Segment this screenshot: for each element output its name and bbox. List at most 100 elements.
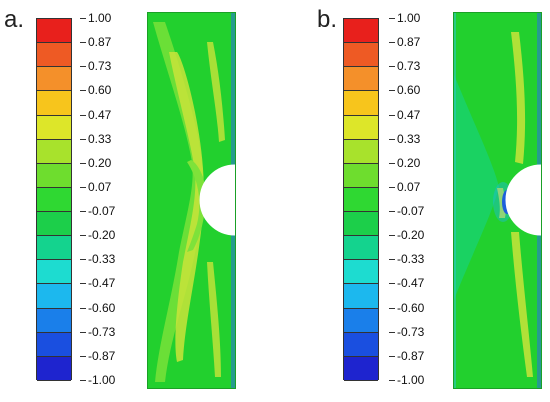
legend-tick-label: 0.07: [88, 179, 112, 194]
legend-tick: [80, 331, 86, 333]
legend-tick-label: -0.73: [397, 324, 425, 339]
legend-swatch: [37, 139, 71, 164]
legend-swatch: [37, 43, 71, 68]
field-border-b: [453, 12, 542, 389]
legend-tick-label: 0.33: [397, 131, 421, 146]
panel-label-a: a.: [4, 6, 25, 33]
legend-tick-label: 0.20: [397, 155, 421, 170]
legend-swatch: [344, 19, 378, 44]
legend-swatch: [37, 91, 71, 116]
legend-tick: [389, 90, 395, 92]
legend-tick-label: -0.87: [88, 348, 116, 363]
color-legend-b: [343, 18, 379, 381]
legend-swatch: [37, 212, 71, 237]
legend-tick-label: -0.60: [88, 300, 116, 315]
legend-swatch: [344, 356, 378, 381]
legend-labels-b: 1.00 0.87 0.73 0.60 0.47 0.33 0.20 0.07 -0.07 -0.…: [389, 11, 437, 387]
legend-tick-label: -0.07: [397, 204, 425, 219]
stripe-lower-right-a: [207, 262, 221, 377]
legend-tick: [389, 235, 395, 237]
legend-swatch: [37, 115, 71, 140]
shear-zone-b: [453, 72, 499, 302]
legend-swatch: [344, 187, 378, 213]
legend-swatch: [37, 67, 71, 92]
stripe-yellow-a: [169, 52, 204, 362]
legend-tick-label: 1.00: [88, 11, 112, 25]
legend-swatch: [344, 43, 378, 68]
hole-outline-b: [505, 164, 542, 236]
legend-swatch: [344, 308, 378, 333]
legend-swatch: [344, 67, 378, 92]
legend-labels-a: 1.00 0.87 0.73 0.60 0.47 0.33 0.20 0.07 -0.07 -0.…: [80, 11, 128, 387]
legend-tick-label: 0.07: [397, 179, 421, 194]
legend-swatch: [344, 284, 378, 309]
legend-tick-label: 0.87: [397, 35, 421, 50]
legend-tick: [80, 283, 86, 285]
legend-tick: [389, 114, 395, 116]
legend-tick: [80, 42, 86, 44]
legend-tick: [389, 355, 395, 357]
field-border-a: [147, 12, 236, 389]
legend-tick-label: 0.60: [397, 83, 421, 98]
legend-tick-label: -1.00: [88, 373, 116, 387]
legend-tick-label: -0.73: [88, 324, 116, 339]
legend-swatch: [37, 163, 71, 188]
legend-tick: [80, 307, 86, 309]
legend-swatch: [37, 356, 71, 381]
legend-swatch: [344, 91, 378, 116]
stripe-upper-right-a: [207, 42, 225, 142]
legend-tick: [389, 162, 395, 164]
legend-swatch: [344, 212, 378, 237]
legend-tick: [80, 259, 86, 261]
legend-tick: [80, 235, 86, 237]
legend-tick: [389, 138, 395, 140]
stripe-upper-b: [511, 32, 526, 164]
legend-tick: [80, 211, 86, 213]
legend-swatch: [344, 115, 378, 140]
legend-tick-label: 0.73: [88, 59, 112, 74]
legend-swatch: [344, 139, 378, 164]
legend-tick: [80, 380, 86, 381]
panel-b: b. 1.00 0.87 0.73 0.60 0.47 0.33 0.20 0.07 -0.07…: [275, 0, 550, 402]
legend-swatch: [37, 260, 71, 285]
legend-tick: [80, 18, 86, 19]
legend-tick: [389, 186, 395, 188]
legend-tick-label: -0.60: [397, 300, 425, 315]
legend-tick-label: -0.07: [88, 204, 116, 219]
legend-tick-label: 0.33: [88, 131, 112, 146]
legend-tick-label: -0.47: [397, 276, 425, 291]
legend-tick-label: -0.87: [397, 348, 425, 363]
notch-zone-a: [187, 160, 206, 252]
legend-tick: [80, 162, 86, 164]
legend-swatch: [37, 308, 71, 333]
legend-tick-label: 0.47: [397, 107, 421, 122]
legend-tick: [389, 18, 395, 19]
legend-tick: [80, 355, 86, 357]
legend-swatch: [344, 236, 378, 261]
legend-tick-label: -0.47: [88, 276, 116, 291]
legend-tick: [389, 42, 395, 44]
legend-tick-label: -0.20: [397, 228, 425, 243]
legend-swatch: [37, 332, 71, 357]
legend-tick-label: -1.00: [397, 373, 425, 387]
legend-tick: [389, 211, 395, 213]
edge-blue-b: [537, 12, 541, 388]
legend-swatch: [37, 19, 71, 44]
legend-tick: [80, 138, 86, 140]
legend-swatch: [37, 236, 71, 261]
legend-tick: [389, 307, 395, 309]
legend-tick-label: 0.47: [88, 107, 112, 122]
legend-swatch: [344, 163, 378, 188]
color-legend-a: [36, 18, 72, 381]
legend-tick-label: 0.20: [88, 155, 112, 170]
legend-tick-label: -0.33: [397, 252, 425, 267]
hole-outline-a: [199, 164, 236, 236]
legend-tick-label: 0.60: [88, 83, 112, 98]
legend-tick-label: 1.00: [397, 11, 421, 25]
legend-tick: [389, 259, 395, 261]
edge-cyan-b: [453, 12, 456, 388]
stripe-lower-b: [511, 232, 533, 377]
legend-tick: [80, 114, 86, 116]
legend-tick-label: -0.20: [88, 228, 116, 243]
legend-swatch: [37, 187, 71, 213]
